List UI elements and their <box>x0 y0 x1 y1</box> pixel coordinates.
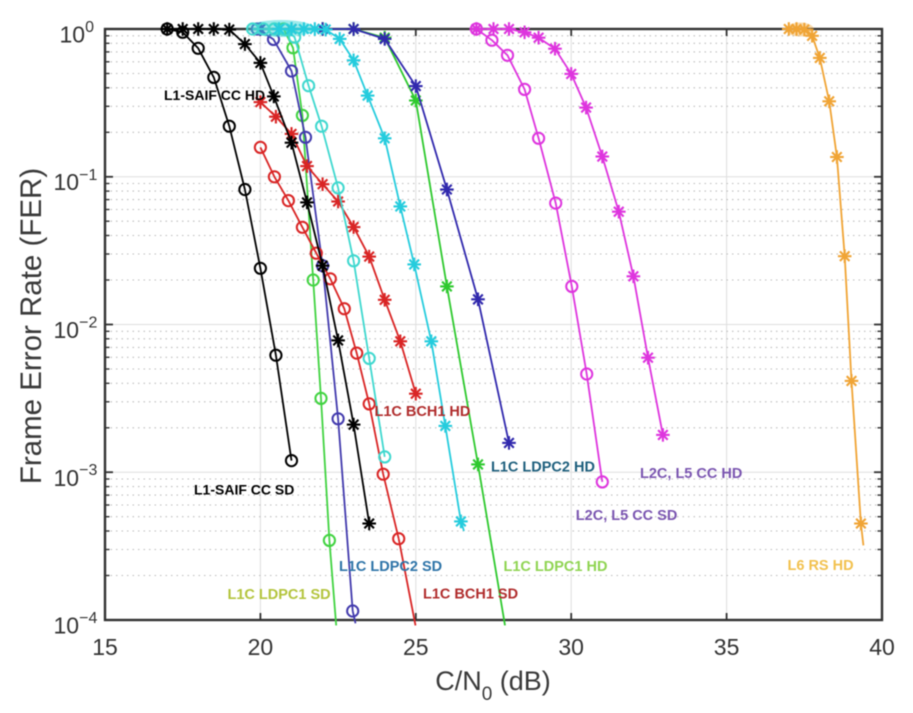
svg-text:15: 15 <box>92 634 118 660</box>
svg-text:Frame Error Rate (FER): Frame Error Rate (FER) <box>15 168 48 484</box>
svg-text:10: 10 <box>54 317 80 343</box>
svg-text:10: 10 <box>60 22 86 48</box>
svg-text:L2C, L5 CC HD: L2C, L5 CC HD <box>640 466 742 482</box>
svg-text:35: 35 <box>714 634 740 660</box>
svg-text:40: 40 <box>869 634 895 660</box>
svg-text:25: 25 <box>403 634 429 660</box>
svg-text:L6 RS HD: L6 RS HD <box>788 558 854 574</box>
svg-text:L1C BCH1 HD: L1C BCH1 HD <box>375 404 471 420</box>
svg-text:10: 10 <box>54 169 80 195</box>
svg-text:L1C LDPC2 HD: L1C LDPC2 HD <box>491 460 595 476</box>
svg-text:30: 30 <box>558 634 584 660</box>
svg-text:L1C LDPC1 SD: L1C LDPC1 SD <box>228 587 331 603</box>
svg-text:L1C LDPC1 HD: L1C LDPC1 HD <box>504 559 608 575</box>
svg-text:10: 10 <box>54 465 80 491</box>
svg-text:L1-SAIF CC HD: L1-SAIF CC HD <box>164 87 265 103</box>
svg-text:L2C, L5 CC SD: L2C, L5 CC SD <box>576 508 678 524</box>
svg-text:−2: −2 <box>79 315 97 332</box>
svg-text:−3: −3 <box>79 462 97 479</box>
svg-text:10: 10 <box>54 613 80 639</box>
svg-text:L1C LDPC2 SD: L1C LDPC2 SD <box>339 559 442 575</box>
svg-text:0: 0 <box>85 19 94 36</box>
svg-text:−1: −1 <box>79 167 97 184</box>
svg-text:L1-SAIF CC SD: L1-SAIF CC SD <box>194 482 294 498</box>
svg-text:20: 20 <box>248 634 274 660</box>
svg-text:L1C BCH1 SD: L1C BCH1 SD <box>423 587 518 603</box>
svg-text:−4: −4 <box>79 610 97 627</box>
